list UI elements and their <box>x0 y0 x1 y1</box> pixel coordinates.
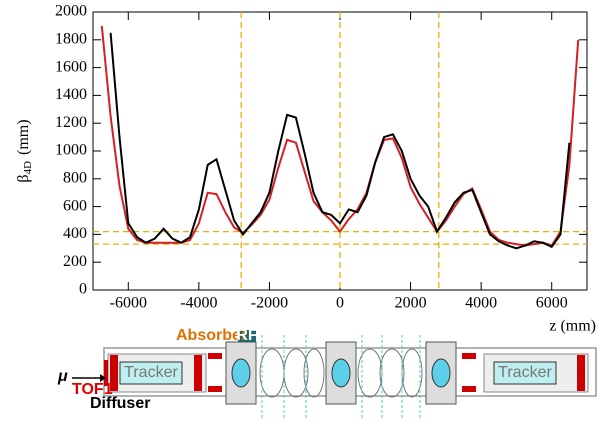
y-axis-label: β4D (mm) <box>15 119 34 182</box>
y-tick-label: 1400 <box>55 86 87 103</box>
y-tick-label: 1800 <box>55 30 87 47</box>
x-tick-label: 4000 <box>465 295 497 312</box>
coil-row <box>208 353 476 392</box>
plot-area <box>93 12 587 290</box>
y-label-symbol: β <box>15 174 32 182</box>
tof-label: TOF1 <box>72 381 113 398</box>
y-tick-label: 2000 <box>55 3 87 20</box>
y-tick-label: 800 <box>63 169 87 186</box>
tracker-box <box>119 361 183 385</box>
x-tick-label: 2000 <box>395 295 427 312</box>
y-tick-label: 600 <box>63 197 87 214</box>
x-tick-label: -2000 <box>251 295 288 312</box>
y-tick-label: 1600 <box>55 58 87 75</box>
rf-label: RF <box>236 327 258 344</box>
y-tick-label: 1200 <box>55 114 87 131</box>
x-tick-label: -4000 <box>180 295 217 312</box>
schematic: Absorber RF μ TOF1 Diffuser Tracker Trac… <box>57 327 597 418</box>
particle-label: μ <box>57 368 68 385</box>
absorber-module <box>225 341 457 405</box>
cavity-planes <box>261 335 421 418</box>
magnet <box>577 355 585 391</box>
x-tick-label: 6000 <box>536 295 568 312</box>
y-tick-label: 200 <box>63 253 87 270</box>
x-tick-label: -6000 <box>110 295 147 312</box>
tof-plate <box>104 360 108 386</box>
y-tick-label: 400 <box>63 225 87 242</box>
rf-label-box <box>238 330 256 342</box>
y-tick-label: 1000 <box>55 142 87 159</box>
tracker-label: Tracker <box>498 364 552 381</box>
beam-arrowhead <box>100 374 106 382</box>
y-label-subscript: 4D <box>22 161 34 175</box>
absorber-label: Absorber <box>176 327 247 344</box>
x-axis-label: z (mm) <box>549 318 596 335</box>
diffuser-label: Diffuser <box>90 395 150 412</box>
y-label-unit: (mm) <box>15 119 32 155</box>
y-tick-label: 0 <box>79 281 87 298</box>
x-tick-label: 0 <box>336 295 344 312</box>
magnet <box>194 355 202 391</box>
data-line <box>109 32 571 250</box>
magnet <box>110 355 118 391</box>
tracker-label: Tracker <box>124 364 178 381</box>
tracker-box <box>493 361 557 385</box>
